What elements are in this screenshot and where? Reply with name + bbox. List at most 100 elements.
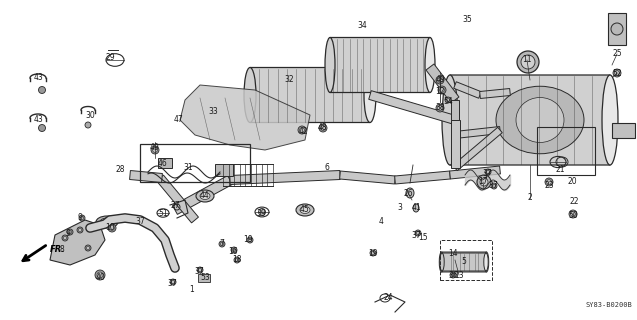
- Text: SY83-B0200B: SY83-B0200B: [585, 302, 632, 308]
- Text: 31: 31: [183, 163, 193, 172]
- Ellipse shape: [547, 180, 552, 184]
- Ellipse shape: [602, 75, 618, 165]
- Polygon shape: [173, 176, 233, 214]
- Ellipse shape: [319, 124, 327, 132]
- Ellipse shape: [171, 280, 175, 284]
- Ellipse shape: [496, 86, 584, 154]
- Polygon shape: [612, 123, 635, 138]
- Ellipse shape: [96, 216, 118, 228]
- Ellipse shape: [545, 178, 553, 186]
- Ellipse shape: [38, 86, 45, 93]
- Ellipse shape: [442, 75, 458, 165]
- Text: 11: 11: [522, 55, 532, 65]
- Text: 49: 49: [435, 75, 445, 84]
- Ellipse shape: [440, 88, 445, 92]
- Text: 49: 49: [150, 143, 160, 153]
- Ellipse shape: [259, 209, 266, 215]
- Polygon shape: [180, 85, 310, 150]
- Ellipse shape: [198, 268, 202, 272]
- Ellipse shape: [86, 246, 90, 250]
- Text: 40: 40: [95, 274, 105, 283]
- Ellipse shape: [298, 126, 306, 134]
- Text: 9: 9: [78, 213, 82, 222]
- Ellipse shape: [483, 253, 488, 271]
- Text: 37: 37: [488, 181, 498, 190]
- Text: 54: 54: [443, 98, 453, 107]
- Polygon shape: [426, 64, 459, 103]
- Ellipse shape: [517, 51, 539, 73]
- Text: 34: 34: [357, 21, 367, 30]
- Ellipse shape: [220, 242, 224, 246]
- Ellipse shape: [440, 252, 444, 272]
- Text: 27: 27: [170, 202, 180, 211]
- Ellipse shape: [110, 226, 115, 230]
- Text: 14: 14: [448, 249, 458, 258]
- Text: 22: 22: [569, 197, 579, 206]
- Text: 52: 52: [612, 68, 622, 77]
- Text: 37: 37: [411, 230, 421, 239]
- Polygon shape: [395, 171, 450, 184]
- Text: 37: 37: [167, 278, 177, 287]
- Ellipse shape: [77, 227, 83, 233]
- Text: 46: 46: [158, 158, 168, 167]
- FancyBboxPatch shape: [450, 75, 610, 165]
- Ellipse shape: [438, 86, 446, 94]
- Ellipse shape: [80, 216, 84, 220]
- Ellipse shape: [446, 98, 450, 102]
- Text: 53: 53: [200, 274, 210, 283]
- Text: 25: 25: [612, 50, 622, 59]
- Ellipse shape: [139, 219, 145, 225]
- Ellipse shape: [486, 170, 490, 174]
- Ellipse shape: [235, 258, 239, 262]
- Ellipse shape: [62, 235, 68, 241]
- Ellipse shape: [436, 76, 444, 84]
- Text: 45: 45: [300, 205, 310, 214]
- FancyBboxPatch shape: [442, 253, 486, 271]
- Ellipse shape: [67, 229, 73, 235]
- Ellipse shape: [85, 122, 91, 128]
- Polygon shape: [480, 89, 510, 99]
- Text: 15: 15: [418, 234, 428, 243]
- Polygon shape: [230, 171, 340, 185]
- Polygon shape: [450, 166, 501, 179]
- Text: 20: 20: [567, 177, 577, 186]
- Text: 16: 16: [228, 246, 238, 255]
- Ellipse shape: [247, 237, 253, 243]
- Ellipse shape: [492, 184, 496, 188]
- Ellipse shape: [611, 23, 623, 35]
- Ellipse shape: [68, 230, 72, 234]
- Ellipse shape: [197, 267, 203, 273]
- Text: 18: 18: [233, 254, 242, 263]
- Bar: [158, 158, 172, 168]
- Text: 44: 44: [199, 191, 209, 201]
- Polygon shape: [340, 171, 396, 184]
- Ellipse shape: [516, 98, 564, 142]
- Text: FR.: FR.: [50, 245, 66, 254]
- Polygon shape: [453, 127, 502, 171]
- Text: 7: 7: [220, 239, 224, 249]
- Ellipse shape: [484, 252, 489, 272]
- Text: 6: 6: [325, 164, 329, 172]
- Bar: [440, 240, 492, 280]
- Text: 37: 37: [135, 218, 145, 227]
- Ellipse shape: [248, 238, 252, 242]
- Text: 12: 12: [435, 87, 445, 97]
- Ellipse shape: [100, 218, 114, 226]
- Ellipse shape: [491, 183, 497, 189]
- Ellipse shape: [200, 193, 210, 199]
- Text: 24: 24: [383, 293, 393, 302]
- Text: 19: 19: [243, 236, 253, 244]
- Polygon shape: [455, 126, 501, 139]
- Text: 37: 37: [482, 169, 492, 178]
- Text: 41: 41: [412, 204, 421, 212]
- Text: 23: 23: [544, 180, 554, 189]
- Ellipse shape: [97, 272, 103, 278]
- Bar: [140, 144, 250, 182]
- Ellipse shape: [108, 224, 116, 232]
- Text: 37: 37: [194, 267, 204, 276]
- Ellipse shape: [364, 68, 376, 123]
- Text: 3: 3: [397, 204, 403, 212]
- Polygon shape: [454, 82, 482, 98]
- Ellipse shape: [170, 279, 176, 285]
- Ellipse shape: [231, 247, 237, 253]
